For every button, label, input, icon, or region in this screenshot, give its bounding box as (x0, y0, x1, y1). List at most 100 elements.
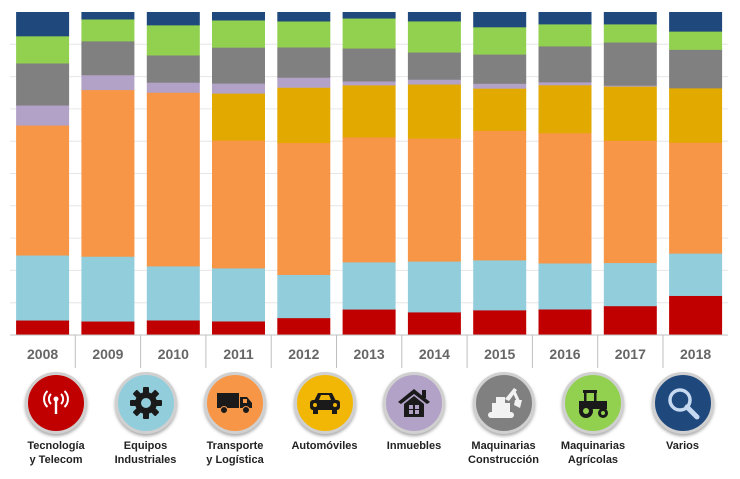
bar-segment (277, 87, 331, 144)
bar-segment (473, 26, 527, 55)
bar-segment (538, 263, 592, 310)
magnifier-icon (667, 388, 699, 420)
legend-label-construccion: Maquinarias Construcción (468, 440, 539, 467)
bar-segment (603, 42, 657, 86)
x-tick-label: 2016 (549, 346, 580, 362)
legend-circle-construccion (472, 372, 535, 434)
bar-segment (342, 262, 396, 310)
x-tick-label: 2017 (615, 346, 646, 362)
legend-item-maquinarias-agricolas: Maquinarias Agrícolas (538, 372, 648, 468)
bar-segment (277, 47, 331, 78)
bar-segment (342, 85, 396, 138)
legend-label-automoviles: Automóviles (291, 440, 358, 452)
bar-segment (212, 268, 265, 322)
x-tick-label: 2013 (354, 346, 385, 362)
x-tick-label: 2014 (419, 346, 450, 362)
bar-segment (669, 253, 723, 296)
bar-segment (407, 261, 461, 313)
bar-segment (538, 23, 592, 47)
bar-segment (407, 84, 461, 139)
bar-segment (342, 48, 396, 82)
bar-segment (16, 35, 70, 64)
bar-segment (603, 140, 657, 264)
x-tick-label: 2011 (223, 346, 254, 362)
bar-segment (16, 255, 70, 321)
bar-segment (277, 274, 331, 319)
car-icon (309, 393, 340, 414)
legend-circle-automoviles (293, 372, 356, 434)
bar-segment (407, 312, 461, 336)
bar-segment (16, 12, 70, 37)
bar-segment (342, 137, 396, 263)
bar-segment (473, 130, 527, 261)
bar-segment (407, 79, 461, 85)
bar-segment (538, 12, 592, 25)
bar-segment (603, 24, 657, 43)
bar-segment (81, 19, 135, 42)
bar-segment (212, 12, 265, 21)
bar-segment (81, 74, 135, 91)
house-icon (398, 389, 430, 417)
bar-segment (81, 12, 135, 20)
bar-segment (473, 54, 527, 84)
bar-segment (407, 52, 461, 80)
antenna-icon (43, 390, 69, 414)
bar-segment (407, 12, 461, 22)
legend-label-transporte: Transporte y Logística (206, 440, 264, 467)
legend-label-inmuebles: Inmuebles (386, 440, 442, 452)
legend-circle-transporte (204, 372, 266, 434)
x-tick-label: 2009 (92, 346, 123, 362)
tractor-icon (579, 390, 608, 418)
legend-item-inmuebles: Inmuebles (359, 372, 469, 453)
bar-segment (277, 142, 331, 275)
bar-segment (342, 309, 396, 336)
bar-segment (146, 320, 200, 336)
bar-segment (342, 81, 396, 86)
bars (16, 12, 723, 336)
bar-segment (473, 88, 527, 131)
bar-segment (16, 125, 70, 256)
truck-icon (217, 393, 252, 414)
bar-segment (212, 20, 265, 48)
bar-segment (146, 12, 200, 26)
bar-segment (212, 93, 265, 141)
bar-segment (277, 77, 331, 88)
bar-segment (603, 12, 657, 25)
bar-segment (538, 309, 592, 336)
bar-segment (212, 321, 265, 336)
legend: Tecnología y Telecom Equipos Industriale… (0, 372, 740, 479)
bar-segment (16, 320, 70, 336)
bar-segment (146, 55, 200, 83)
stacked-bar-chart: 2008 2009 2010 2011 2012 2013 2014 2015 2016 2017… (10, 12, 728, 368)
legend-circle-agricolas (562, 372, 624, 434)
x-tick-label: 2018 (680, 346, 711, 362)
legend-item-maquinarias-construccion: Maquinarias Construcción (449, 372, 559, 468)
legend-circle-inmuebles (383, 372, 445, 434)
bar-segment (473, 260, 527, 311)
x-tick-label: 2008 (27, 346, 58, 362)
gear-icon (129, 387, 162, 419)
bar-segment (81, 256, 135, 322)
bar-segment (146, 82, 200, 93)
legend-label-agricolas: Maquinarias Agrícolas (560, 440, 626, 467)
bar-segment (603, 305, 657, 336)
bar-segment (669, 12, 723, 32)
bar-segment (669, 142, 723, 254)
bar-segment (81, 321, 135, 336)
legend-item-automoviles: Automóviles (270, 372, 380, 453)
bar-segment (407, 138, 461, 262)
legend-item-varios: Varios (628, 372, 738, 453)
bar-segment (473, 83, 527, 89)
excavator-icon (487, 388, 522, 418)
legend-label-equipos: Equipos Industriales (114, 440, 177, 467)
bar-segment (212, 140, 265, 269)
legend-item-transporte-logistica: Transporte y Logística (180, 372, 290, 468)
bar-segment (277, 21, 331, 48)
legend-item-equipos-industriales: Equipos Industriales (91, 372, 201, 468)
legend-circle-equipos (114, 372, 177, 434)
x-axis-tick-labels: 2008 2009 2010 2011 2012 2013 2014 2015 2016 2017… (27, 335, 711, 368)
bar-segment (603, 86, 657, 141)
x-tick-label: 2012 (288, 346, 319, 362)
legend-label-varios: Varios (665, 440, 700, 452)
bar-segment (212, 47, 265, 84)
